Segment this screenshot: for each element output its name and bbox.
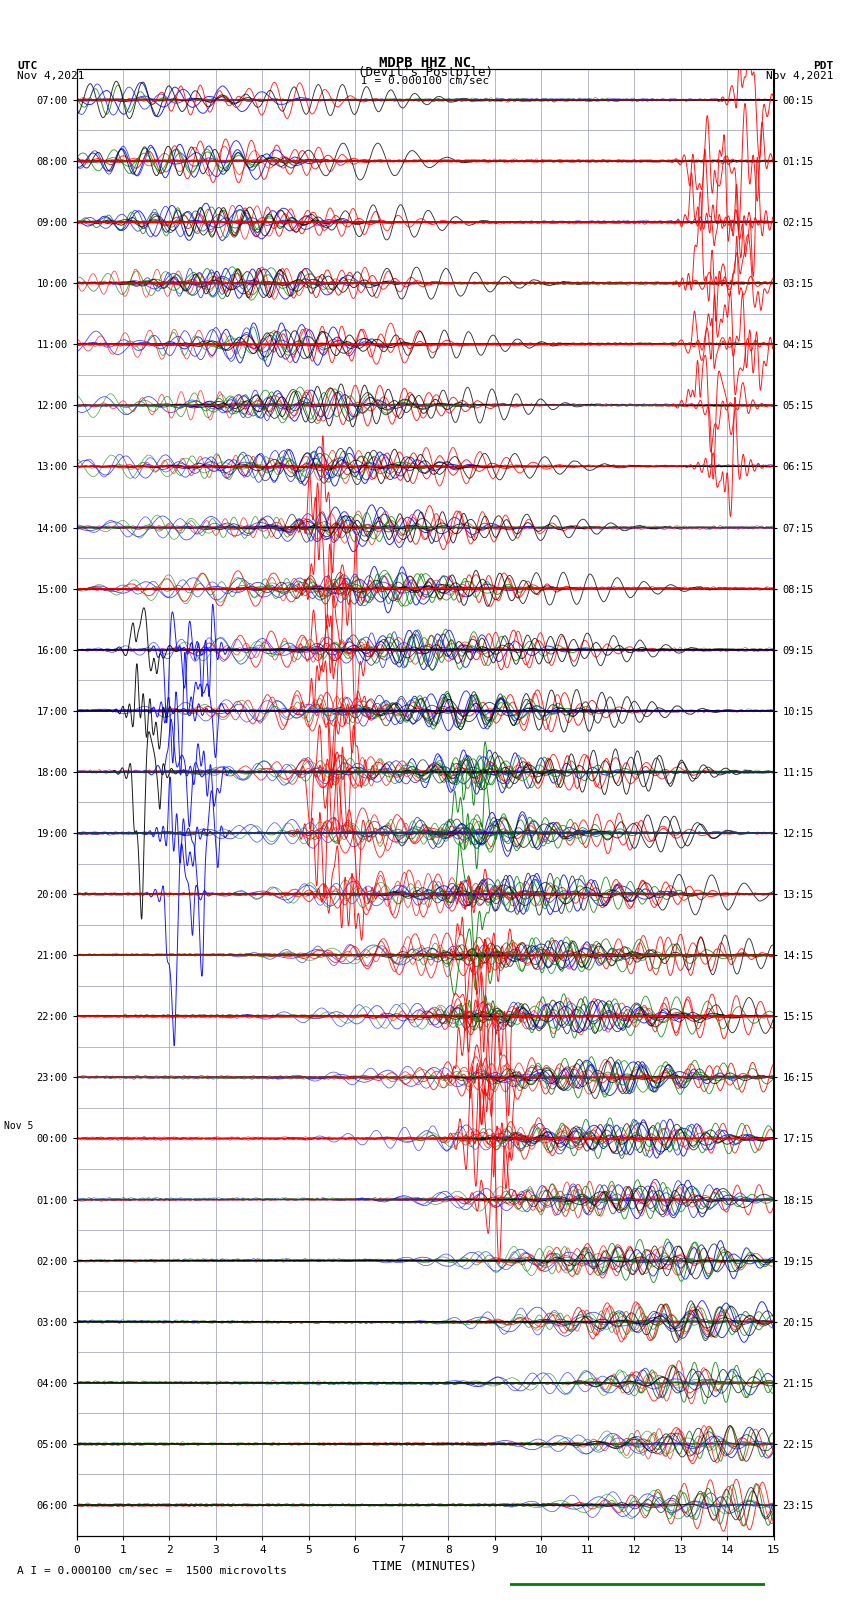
Text: (Devil's Postpile): (Devil's Postpile) <box>358 66 492 79</box>
X-axis label: TIME (MINUTES): TIME (MINUTES) <box>372 1560 478 1573</box>
Text: UTC: UTC <box>17 61 37 71</box>
Text: PDT: PDT <box>813 61 833 71</box>
Text: Nov 5: Nov 5 <box>4 1121 34 1131</box>
Text: Nov 4,2021: Nov 4,2021 <box>17 71 84 81</box>
Text: MDPB HHZ NC: MDPB HHZ NC <box>379 56 471 71</box>
Text: A I = 0.000100 cm/sec =  1500 microvolts: A I = 0.000100 cm/sec = 1500 microvolts <box>17 1566 287 1576</box>
Text: I = 0.000100 cm/sec: I = 0.000100 cm/sec <box>361 76 489 85</box>
Text: Nov 4,2021: Nov 4,2021 <box>766 71 833 81</box>
